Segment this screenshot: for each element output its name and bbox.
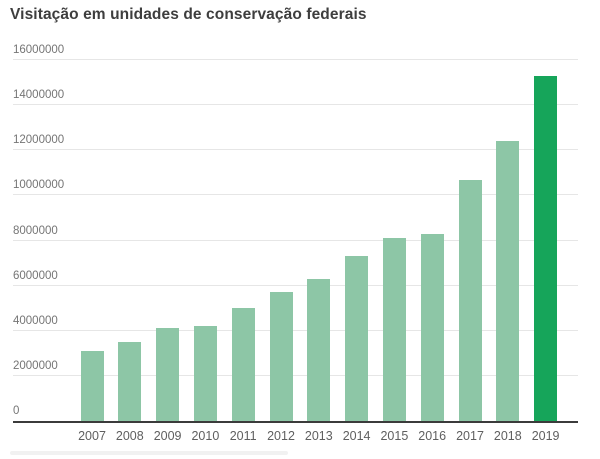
chart-title: Visitação em unidades de conservação fed…	[10, 6, 367, 23]
x-axis-tick-label: 2012	[267, 429, 295, 443]
gridline	[13, 239, 578, 241]
x-axis-tick-label: 2014	[342, 429, 371, 443]
x-axis-tick-label: 2008	[115, 429, 144, 443]
gridline	[13, 329, 578, 331]
x-axis-line	[13, 421, 578, 423]
bar-2018[interactable]	[496, 141, 520, 421]
y-axis-tick-label: 10000000	[13, 179, 65, 192]
bar-2016[interactable]	[420, 233, 444, 421]
y-axis-tick-label: 2000000	[13, 359, 58, 372]
source-line-cutoff	[10, 451, 288, 455]
bar-2011[interactable]	[231, 308, 255, 421]
x-axis-tick-label: 2011	[229, 429, 257, 443]
bar-2013[interactable]	[307, 278, 331, 421]
x-axis-tick-label: 2016	[418, 429, 447, 443]
x-axis-tick-label: 2007	[78, 429, 106, 443]
y-axis-tick-label: 0	[13, 405, 20, 417]
x-axis-tick-label: 2013	[304, 429, 333, 443]
y-axis-tick-label: 12000000	[13, 134, 65, 147]
gridline	[13, 149, 578, 151]
gridline	[13, 104, 578, 106]
gridline	[13, 59, 578, 60]
x-axis-tick-label: 2017	[456, 429, 484, 443]
y-axis-tick-label: 6000000	[13, 269, 58, 282]
bar-2012[interactable]	[269, 292, 293, 421]
bar-2008[interactable]	[118, 342, 142, 421]
bar-2014[interactable]	[345, 256, 369, 421]
gridline	[13, 284, 578, 286]
y-axis-tick-label: 8000000	[13, 224, 58, 237]
gridline	[13, 374, 578, 376]
bar-2017[interactable]	[458, 179, 482, 421]
bar-2015[interactable]	[382, 238, 406, 421]
y-axis-tick-label: 16000000	[13, 44, 65, 56]
bar-2019[interactable]	[534, 75, 558, 421]
x-axis-tick-label: 2018	[493, 429, 522, 443]
bar-2010[interactable]	[193, 326, 217, 421]
y-axis-tick-label: 14000000	[13, 89, 65, 102]
x-axis-tick-label: 2019	[531, 429, 560, 443]
y-axis-tick-label: 4000000	[13, 314, 58, 327]
x-axis-tick-label: 2009	[153, 429, 182, 443]
x-axis-tick-label: 2015	[380, 429, 409, 443]
x-axis-tick-label: 2010	[191, 429, 220, 443]
bar-2007[interactable]	[80, 351, 104, 421]
bar-2009[interactable]	[156, 328, 180, 421]
gridline	[13, 194, 578, 196]
